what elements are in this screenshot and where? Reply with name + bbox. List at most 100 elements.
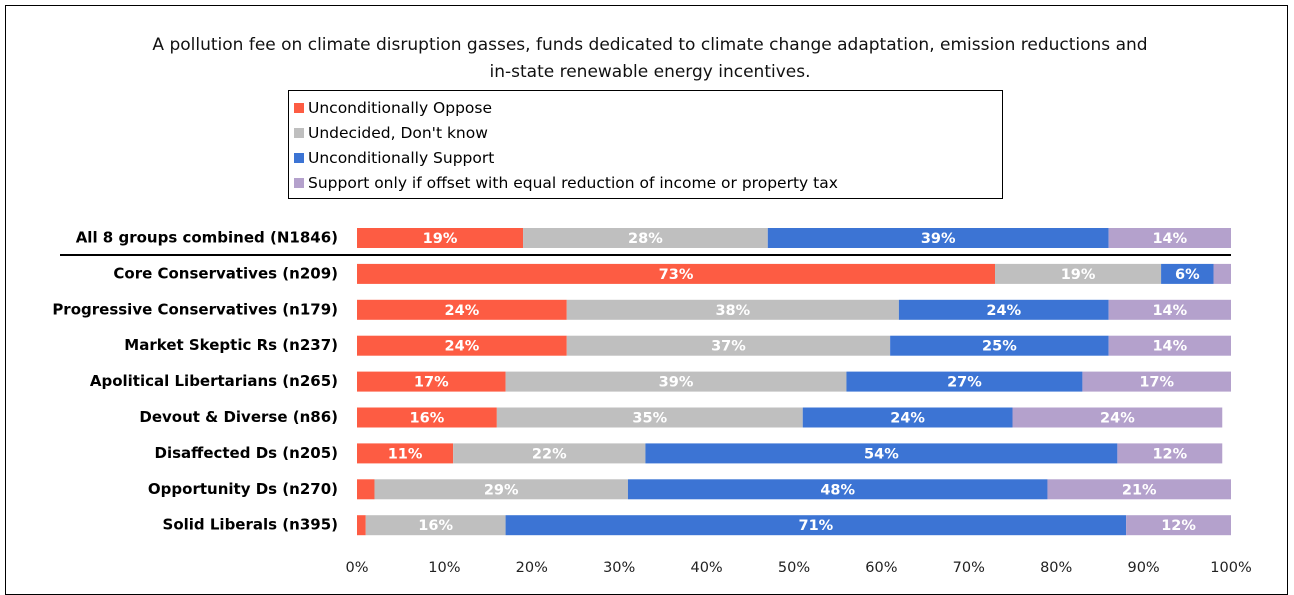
data-label: 24% [890,411,925,427]
bar-segment [357,443,454,464]
legend-item: Undecided, Don't know [294,120,1002,145]
category-label: Apolitical Libertarians (n265) [90,372,338,390]
legend-item: Support only if offset with equal reduct… [294,170,1002,195]
bar-segment [1108,335,1231,356]
category-label: All 8 groups combined (N1846) [76,229,338,247]
x-tick-label: 40% [690,560,722,576]
category-label: Market Skeptic Rs (n237) [124,336,338,354]
legend-swatch [294,177,304,188]
data-label: 14% [1152,303,1187,319]
x-tick-label: 60% [865,560,897,576]
legend-swatch [294,152,304,163]
bar-segment [357,228,524,248]
bar-segment [453,443,646,464]
bar-segment [357,515,366,536]
legend: Unconditionally Oppose Undecided, Don't k… [288,90,1003,199]
bar-segment [767,228,1109,248]
legend-swatch [294,102,304,113]
x-tick-label: 100% [1210,560,1251,576]
bar-segment [802,407,1013,428]
legend-label: Unconditionally Support [308,148,495,167]
bar-segment [1082,371,1231,392]
bar-segment [566,299,899,320]
data-label: 73% [659,267,694,283]
legend-swatch [294,127,304,138]
chart-title: A pollution fee on climate disruption ga… [152,35,1148,82]
bar-segment [566,335,891,356]
data-label: 12% [1161,518,1196,534]
data-label: 17% [414,375,449,391]
bar-segment [1108,299,1231,320]
data-label: 24% [1100,411,1135,427]
x-tick-label: 20% [516,560,548,576]
x-tick-label: 50% [778,560,810,576]
bar-segment [627,479,1048,500]
bar-segment [645,443,1118,464]
bar-segment [1213,263,1231,284]
data-label: 14% [1152,231,1187,247]
bar-segment [995,263,1162,284]
category-label: Disaffected Ds (n205) [155,444,338,462]
x-tick-label: 90% [1127,560,1159,576]
data-label: 25% [982,339,1017,355]
data-label: 27% [947,375,982,391]
category-label: Core Conservatives (n209) [113,264,338,282]
bar-segment [505,371,847,392]
bar-segment [374,479,628,500]
data-label: 48% [820,482,855,498]
bar-segment [846,371,1083,392]
data-label: 28% [628,231,663,247]
data-label: 39% [659,375,694,391]
legend-label: Unconditionally Oppose [308,98,493,117]
legend-label: Support only if offset with equal reduct… [308,173,838,192]
data-label: 71% [798,518,833,534]
data-label: 38% [715,303,750,319]
legend-item: Unconditionally Support [294,145,1002,170]
data-label: 24% [445,339,480,355]
data-label: 16% [410,411,445,427]
bar-segment [357,407,497,428]
data-label: 14% [1152,339,1187,355]
bar-segment [357,371,506,392]
x-tick-label: 80% [1040,560,1072,576]
x-tick-label: 0% [345,560,368,576]
bar-segment [357,335,567,356]
data-label: 29% [484,482,519,498]
data-label: 21% [1122,482,1157,498]
bar-segment [1108,228,1231,248]
bar-segment [496,407,803,428]
data-label: 19% [423,231,458,247]
data-label: 17% [1139,375,1174,391]
category-label: Opportunity Ds (n270) [148,480,338,498]
legend-label: Undecided, Don't know [308,123,488,142]
bar-segment [357,479,375,500]
bar-segment [890,335,1109,356]
data-label: 39% [921,231,956,247]
data-label: 6% [1175,267,1200,283]
x-tick-label: 30% [603,560,635,576]
bar-segment [1047,479,1231,500]
bar-segment [1126,515,1231,536]
bar-segment [357,263,996,284]
bar-segment [365,515,506,536]
bar-segment [523,228,768,248]
category-label: Solid Liberals (n395) [163,516,338,534]
legend-item: Unconditionally Oppose [294,95,1002,120]
data-label: 24% [445,303,480,319]
data-label: 16% [418,518,453,534]
data-label: 54% [864,446,899,462]
data-label: 24% [986,303,1021,319]
data-label: 35% [632,411,667,427]
bar-segment [505,515,1127,536]
bar-segment [1161,263,1214,284]
data-label: 19% [1061,267,1096,283]
bar-segment [357,299,567,320]
category-label: Devout & Diverse (n86) [139,408,338,426]
bar-segment [898,299,1109,320]
x-tick-label: 10% [428,560,460,576]
data-label: 11% [388,446,423,462]
x-tick-label: 70% [953,560,985,576]
category-label: Progressive Conservatives (n179) [52,300,338,318]
